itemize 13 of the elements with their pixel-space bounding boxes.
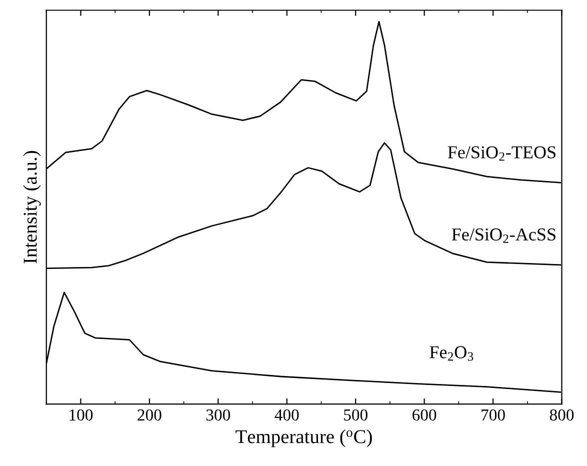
x-tick-label: 600 [412,409,436,421]
x-tick-label: 100 [70,409,93,421]
series-label: Fe$_{2}$O$_{3}$ [430,346,474,361]
x-tick-label: 300 [206,409,230,421]
x-tick-label: 400 [274,409,299,421]
series-label: Fe/SiO$_{2}$-AcSS [452,228,556,243]
x-tick-label: 200 [138,409,162,421]
x-tick-label: 800 [550,409,574,421]
y-axis-title: Intensity (a.u.) [23,151,41,264]
series-label: Fe/SiO$_{2}$-TEOS [448,146,556,161]
x-tick-label: 500 [344,409,368,421]
x-tick-label: 700 [482,409,505,421]
x-axis-title: Temperature ($^{o}$C) [236,430,372,448]
